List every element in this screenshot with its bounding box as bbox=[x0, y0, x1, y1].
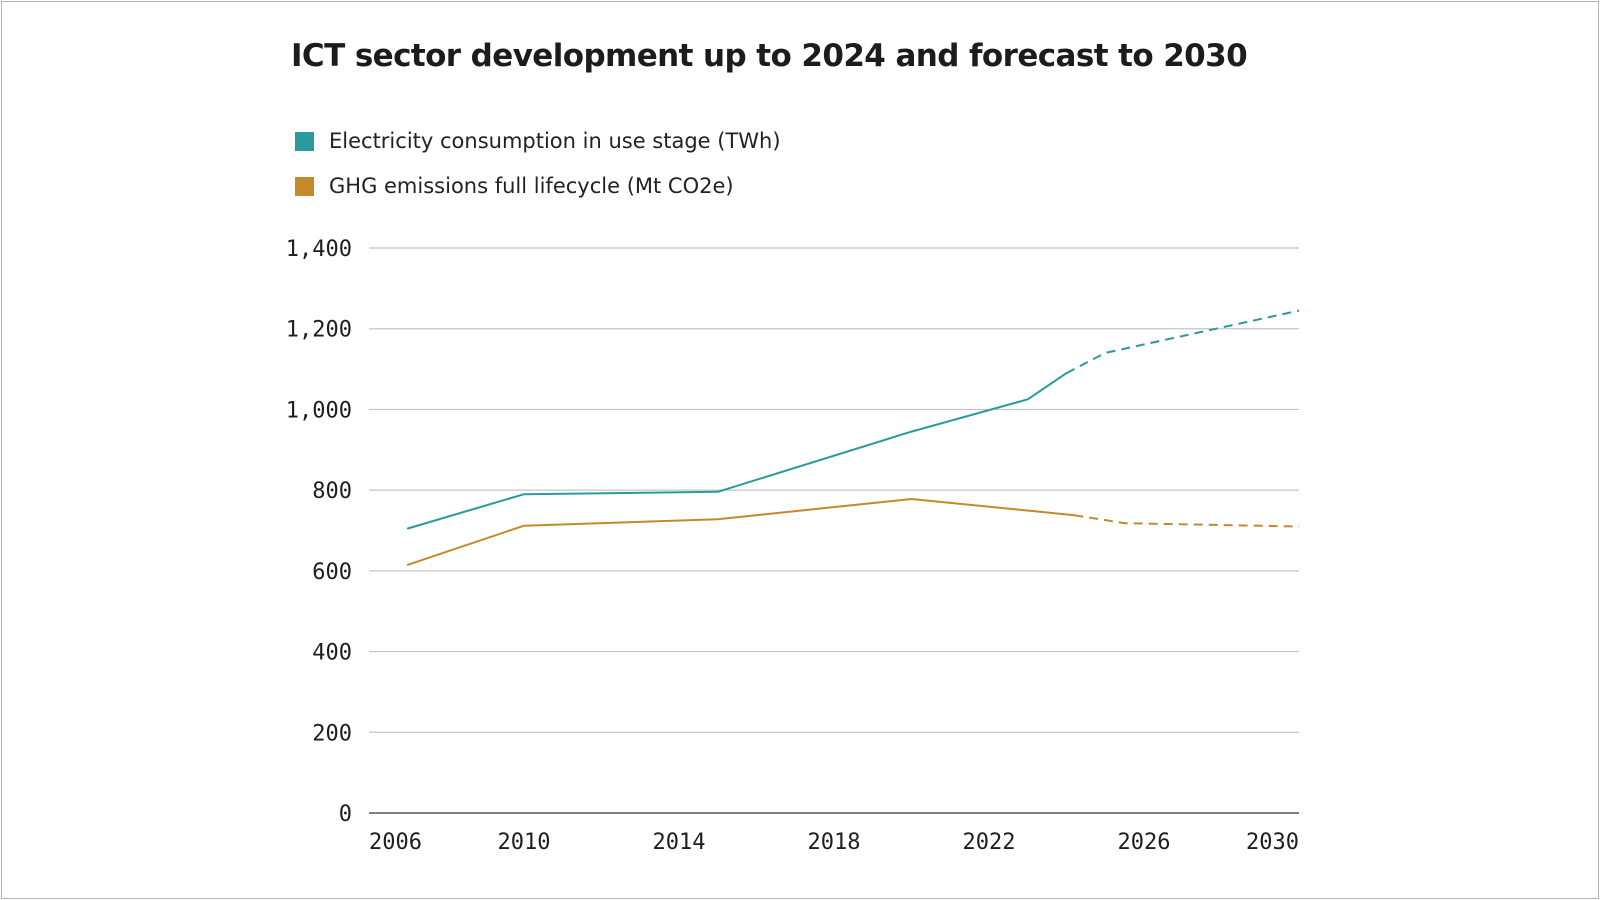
y-tick-label: 1,200 bbox=[286, 318, 352, 343]
axes: 0 200 400 600 800 1,000 1,200 1,400 2006 2010 2014… bbox=[286, 237, 1299, 855]
series-line-actual bbox=[406, 372, 1068, 530]
legend-label-ghg: GHG emissions full lifecycle (Mt CO2e) bbox=[329, 174, 734, 198]
x-tick-label: 2030 bbox=[1246, 830, 1299, 855]
series-line-actual bbox=[406, 498, 1076, 566]
x-tick-label: 2010 bbox=[498, 830, 551, 855]
x-tick-label: 2022 bbox=[963, 830, 1016, 855]
legend: Electricity consumption in use stage (TW… bbox=[295, 124, 781, 214]
x-tick-label: 2006 bbox=[369, 830, 422, 855]
chart-title: ICT sector development up to 2024 and fo… bbox=[291, 38, 1248, 74]
legend-item-electricity: Electricity consumption in use stage (TW… bbox=[295, 124, 781, 158]
y-tick-label: 800 bbox=[312, 479, 352, 504]
series-0 bbox=[406, 309, 1300, 530]
y-tick-label: 0 bbox=[339, 802, 352, 827]
y-tick-label: 600 bbox=[312, 560, 352, 585]
y-tick-label: 200 bbox=[312, 721, 352, 746]
x-tick-label: 2014 bbox=[653, 830, 706, 855]
legend-swatch-electricity bbox=[295, 131, 314, 151]
series-line-forecast bbox=[1074, 514, 1300, 528]
x-tick-label: 2026 bbox=[1118, 830, 1171, 855]
series-1 bbox=[406, 498, 1300, 566]
y-tick-label: 1,000 bbox=[286, 398, 352, 423]
x-tick-label: 2018 bbox=[808, 830, 861, 855]
y-tick-label: 1,400 bbox=[286, 237, 352, 262]
legend-item-ghg: GHG emissions full lifecycle (Mt CO2e) bbox=[295, 169, 781, 203]
series-lines bbox=[406, 309, 1300, 566]
legend-swatch-ghg bbox=[295, 176, 314, 196]
series-line-forecast bbox=[1066, 309, 1300, 374]
y-tick-label: 400 bbox=[312, 641, 352, 666]
legend-label-electricity: Electricity consumption in use stage (TW… bbox=[329, 129, 781, 153]
grid-lines bbox=[369, 247, 1299, 733]
